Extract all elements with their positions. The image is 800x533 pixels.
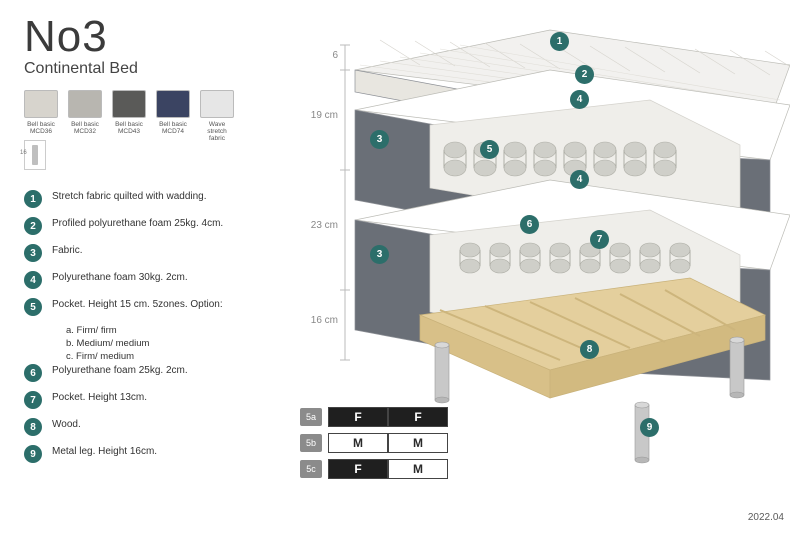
leg-height-label: 16 [20, 150, 27, 156]
callout-7: 7 [590, 230, 609, 249]
footer-date: 2022.04 [748, 512, 784, 523]
spec-text: Metal leg. Height 16cm. [52, 445, 157, 458]
spec-sub: c. Firm/ medium [66, 351, 284, 362]
spec-row-5: 5 Pocket. Height 15 cm. 5zones. Option: [24, 298, 284, 316]
swatch-2: Bell basic MCD43 [112, 90, 146, 142]
spec-bullet: 7 [24, 391, 42, 409]
callout-4: 4 [570, 90, 589, 109]
spec-text: Polyurethane foam 25kg. 2cm. [52, 364, 188, 377]
dimension-label: 19 cm [298, 110, 338, 121]
spec-sub-text: b. Medium/ medium [66, 338, 149, 349]
spec-row-7: 7 Pocket. Height 13cm. [24, 391, 284, 409]
callout-5: 5 [480, 140, 499, 159]
firmness-tag: 5b [300, 434, 322, 452]
dimension-label: 6 [298, 50, 338, 61]
callout-6: 6 [520, 215, 539, 234]
firmness-row-5b: 5b MM [300, 432, 448, 454]
swatch-label: Bell basic MCD32 [71, 121, 99, 135]
dimension-label: 16 cm [298, 315, 338, 326]
page-title: No3 [24, 12, 138, 62]
spec-sub-text: a. Firm/ firm [66, 325, 117, 336]
firmness-tag: 5c [300, 460, 322, 478]
firmness-options-table: 5aFF5bMM5cFM [300, 406, 448, 484]
swatch-4: Wave stretch fabric [200, 90, 234, 142]
page-subtitle: Continental Bed [24, 60, 138, 78]
fabric-swatches: Bell basic MCD36 Bell basic MCD32 Bell bas… [24, 90, 234, 142]
leg-thumbnail: 16 [24, 140, 52, 170]
spec-bullet: 1 [24, 190, 42, 208]
callout-3: 3 [370, 245, 389, 264]
firmness-cell: M [388, 433, 448, 453]
spec-row-3: 3 Fabric. [24, 244, 284, 262]
spec-text: Stretch fabric quilted with wadding. [52, 190, 207, 203]
spec-text: Profiled polyurethane foam 25kg. 4cm. [52, 217, 223, 230]
spec-sub: b. Medium/ medium [66, 338, 284, 349]
firmness-tag: 5a [300, 408, 322, 426]
spec-bullet: 9 [24, 445, 42, 463]
spec-row-9: 9 Metal leg. Height 16cm. [24, 445, 284, 463]
swatch-label: Wave stretch fabric [200, 121, 234, 142]
spec-sub: a. Firm/ firm [66, 325, 284, 336]
swatch-box [112, 90, 146, 118]
callout-8: 8 [580, 340, 599, 359]
swatch-box [200, 90, 234, 118]
spec-row-1: 1 Stretch fabric quilted with wadding. [24, 190, 284, 208]
callout-9: 9 [640, 418, 659, 437]
spec-text: Wood. [52, 418, 81, 431]
firmness-cell: F [388, 407, 448, 427]
swatch-1: Bell basic MCD32 [68, 90, 102, 142]
swatch-label: Bell basic MCD36 [27, 121, 55, 135]
spec-bullet: 8 [24, 418, 42, 436]
swatch-0: Bell basic MCD36 [24, 90, 58, 142]
firmness-row-5c: 5c FM [300, 458, 448, 480]
swatch-label: Bell basic MCD74 [159, 121, 187, 135]
callout-4: 4 [570, 170, 589, 189]
spec-bullet: 4 [24, 271, 42, 289]
spec-sub-text: c. Firm/ medium [66, 351, 134, 362]
swatch-3: Bell basic MCD74 [156, 90, 190, 142]
spec-text: Polyurethane foam 30kg. 2cm. [52, 271, 188, 284]
swatch-box [24, 90, 58, 118]
firmness-cell: F [328, 459, 388, 479]
firmness-row-5a: 5a FF [300, 406, 448, 428]
spec-row-6: 6 Polyurethane foam 25kg. 2cm. [24, 364, 284, 382]
callout-3: 3 [370, 130, 389, 149]
spec-text: Pocket. Height 13cm. [52, 391, 147, 404]
spec-list: 1 Stretch fabric quilted with wadding. 2 Pr… [24, 190, 284, 472]
spec-row-8: 8 Wood. [24, 418, 284, 436]
callout-1: 1 [550, 32, 569, 51]
swatch-box [68, 90, 102, 118]
spec-row-4: 4 Polyurethane foam 30kg. 2cm. [24, 271, 284, 289]
spec-bullet: 2 [24, 217, 42, 235]
firmness-cell: M [328, 433, 388, 453]
swatch-label: Bell basic MCD43 [115, 121, 143, 135]
swatch-box [156, 90, 190, 118]
spec-bullet: 3 [24, 244, 42, 262]
firmness-cell: M [388, 459, 448, 479]
dimension-label: 23 cm [298, 220, 338, 231]
spec-bullet: 5 [24, 298, 42, 316]
spec-bullet: 6 [24, 364, 42, 382]
spec-text: Pocket. Height 15 cm. 5zones. Option: [52, 298, 223, 311]
firmness-cell: F [328, 407, 388, 427]
callout-2: 2 [575, 65, 594, 84]
spec-text: Fabric. [52, 244, 83, 257]
spec-row-2: 2 Profiled polyurethane foam 25kg. 4cm. [24, 217, 284, 235]
